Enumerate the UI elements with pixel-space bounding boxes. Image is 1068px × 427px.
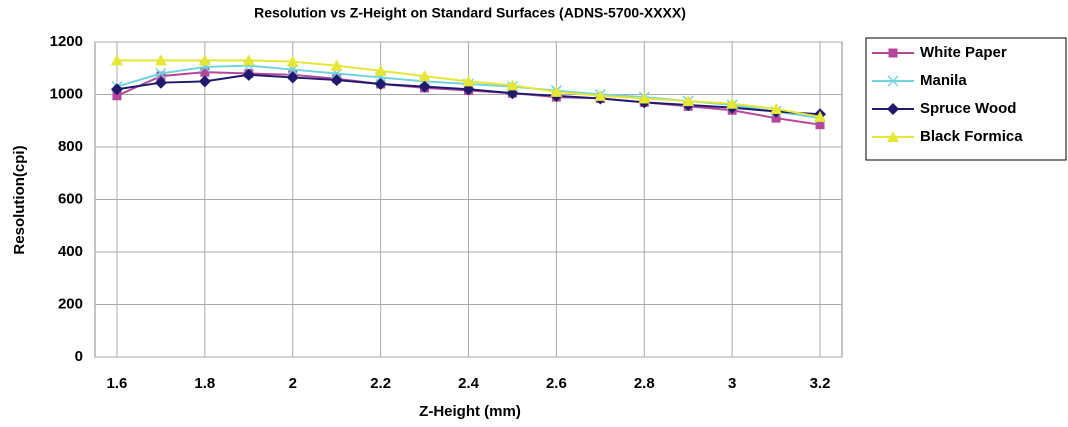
y-tick-label: 200 (58, 295, 83, 312)
marker (154, 76, 167, 89)
legend-marker (887, 103, 899, 115)
marker (594, 89, 607, 101)
x-tick-label: 2.2 (370, 375, 391, 392)
marker (112, 91, 122, 101)
x-tick-label: 2.6 (546, 375, 567, 392)
x-tick-label: 3.2 (810, 375, 831, 392)
marker (814, 110, 827, 122)
marker (374, 64, 387, 76)
marker (638, 92, 651, 104)
marker (198, 54, 211, 66)
y-tick-label: 1200 (50, 33, 83, 50)
marker (200, 67, 210, 77)
legend-label: White Paper (920, 44, 1007, 61)
legend-marker (887, 75, 899, 87)
marker (286, 55, 299, 67)
y-tick-label: 1000 (50, 85, 83, 102)
x-tick-label: 1.6 (107, 375, 128, 392)
marker (110, 54, 123, 66)
chart-title: Resolution vs Z-Height on Standard Surfa… (254, 5, 686, 21)
legend-marker (888, 48, 898, 58)
marker (330, 59, 343, 71)
marker (374, 78, 387, 90)
marker (682, 95, 695, 107)
marker (242, 68, 255, 81)
y-tick-label: 800 (58, 138, 83, 155)
marker (418, 70, 431, 82)
legend-box (865, 37, 1067, 161)
legend-label: Manila (920, 72, 967, 89)
marker (110, 83, 123, 96)
y-axis-label: Resolution(cpi) (11, 145, 28, 254)
marker (550, 85, 563, 97)
y-tick-label: 400 (58, 243, 83, 260)
y-tick-label: 600 (58, 190, 83, 207)
marker (154, 54, 167, 66)
marker (198, 75, 211, 88)
legend-label: Black Formica (920, 128, 1023, 145)
x-tick-label: 1.8 (194, 375, 215, 392)
marker (771, 113, 781, 123)
x-axis-label: Z-Height (mm) (419, 403, 521, 420)
marker (726, 97, 739, 109)
marker (506, 79, 519, 91)
legend-marker (887, 131, 899, 142)
marker (815, 120, 825, 130)
legend-label: Spruce Wood (920, 100, 1016, 117)
x-tick-label: 2.8 (634, 375, 655, 392)
marker (242, 54, 255, 66)
x-tick-label: 2 (289, 375, 297, 392)
marker (330, 74, 343, 87)
x-tick-label: 3 (728, 375, 736, 392)
marker (418, 80, 431, 93)
marker (155, 67, 167, 80)
marker (156, 71, 166, 81)
marker (286, 71, 299, 84)
y-tick-label: 0 (75, 348, 83, 365)
marker (462, 75, 475, 87)
x-tick-label: 2.4 (458, 375, 480, 392)
marker (770, 102, 783, 114)
